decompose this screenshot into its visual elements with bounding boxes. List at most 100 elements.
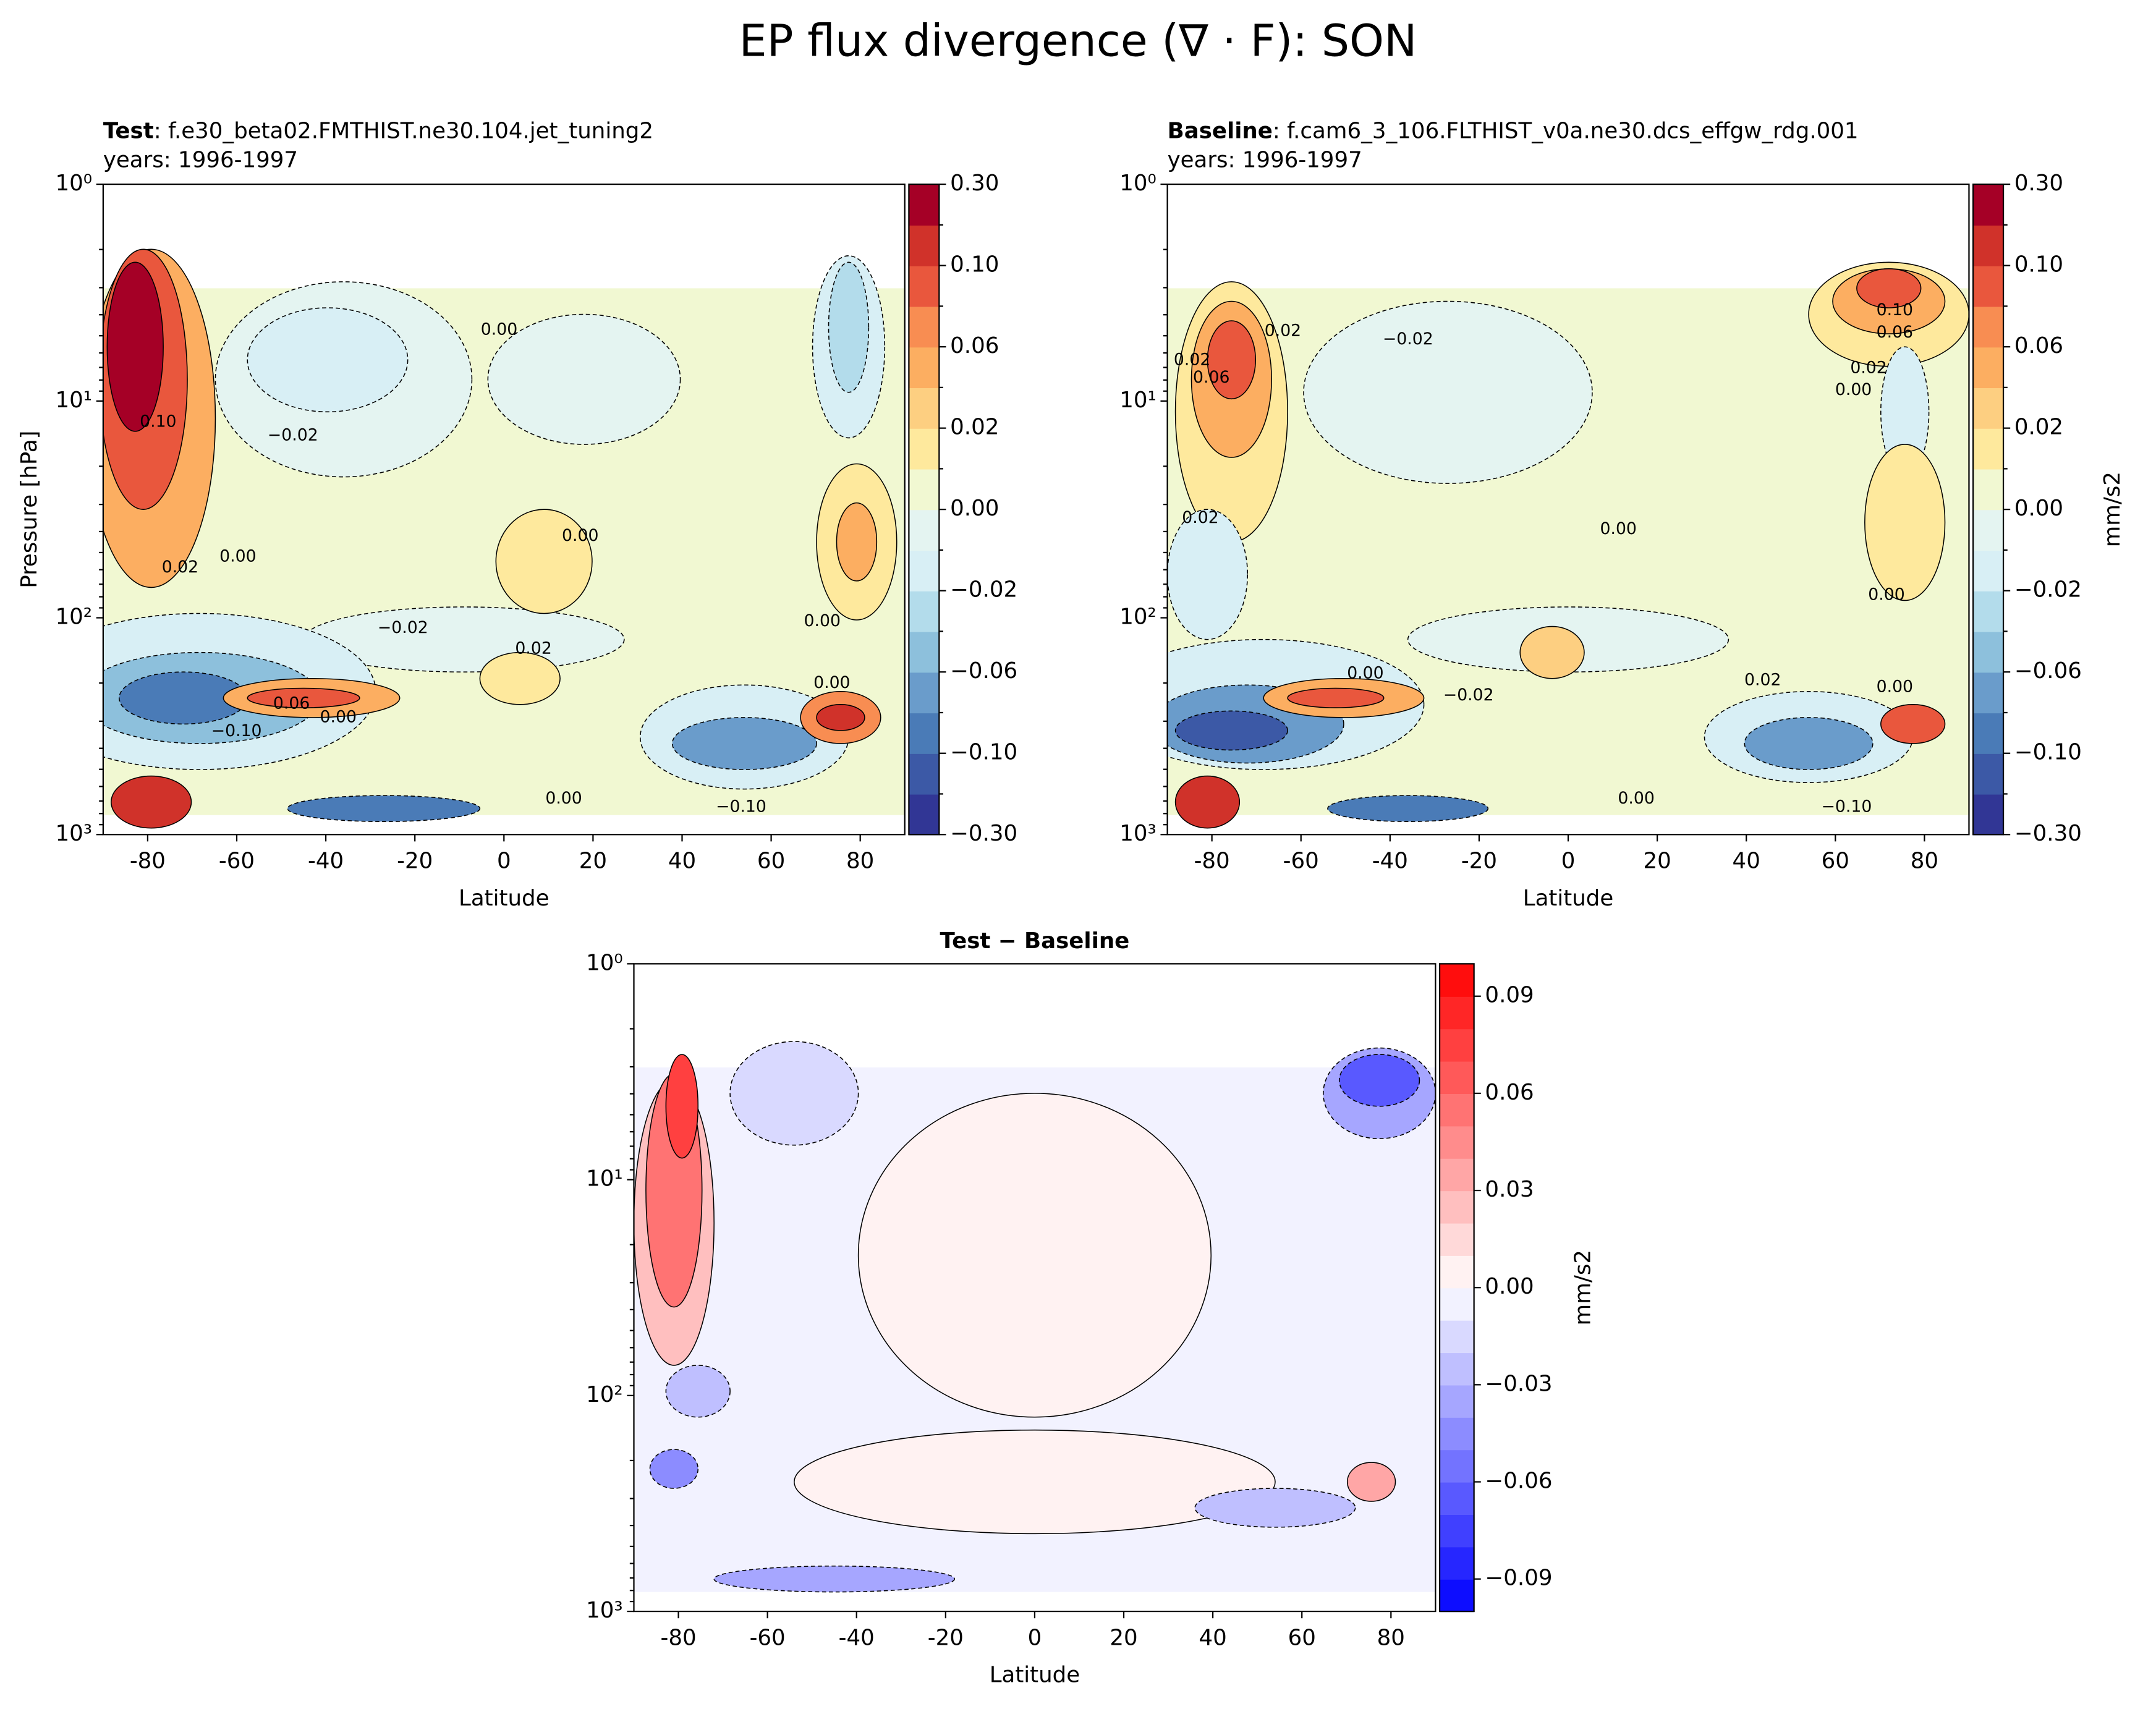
contour-line bbox=[671, 717, 817, 770]
contour-label: 0.00 bbox=[804, 611, 841, 630]
contour-label: 0.00 bbox=[1618, 789, 1654, 808]
contour-label: −0.02 bbox=[1443, 685, 1494, 705]
contour-line bbox=[857, 1093, 1212, 1418]
contour-region bbox=[303, 606, 624, 672]
x-tick-label: 20 bbox=[579, 849, 607, 874]
colorbar-tick-label: 0.06 bbox=[950, 333, 999, 358]
contour-line bbox=[1167, 509, 1249, 640]
contour-line bbox=[247, 307, 409, 413]
contour-region bbox=[480, 652, 561, 705]
contour-line bbox=[1346, 1462, 1396, 1502]
x-tick-label: 40 bbox=[1733, 849, 1760, 874]
colorbar-band bbox=[1973, 469, 2004, 511]
colorbar-band bbox=[1440, 1320, 1474, 1354]
contour-region bbox=[107, 262, 164, 431]
y-tick-label: 10³ bbox=[1119, 821, 1157, 846]
contour-region bbox=[1339, 1054, 1420, 1106]
contour-line bbox=[729, 1041, 859, 1146]
contour-label: 0.06 bbox=[1877, 323, 1913, 342]
contour-label: −0.02 bbox=[268, 426, 318, 445]
contour-line bbox=[495, 509, 593, 614]
colorbar-band bbox=[1440, 1061, 1474, 1095]
contour-label: 0.00 bbox=[219, 546, 256, 566]
contour-line bbox=[1287, 687, 1385, 708]
colorbar-tick-label: 0.06 bbox=[2014, 333, 2063, 358]
contour-line bbox=[287, 795, 481, 822]
contour-line bbox=[1207, 320, 1257, 400]
colorbar-tick-label: −0.10 bbox=[950, 740, 1017, 765]
contour-line bbox=[1303, 300, 1593, 484]
contour-line bbox=[649, 1449, 699, 1489]
panel-subtitle: years: 1996-1997 bbox=[1168, 147, 1362, 172]
panel-case-name: : f.cam6_3_106.FLTHIST_v0a.ne30.dcs_effg… bbox=[1273, 119, 1859, 144]
x-tick-label: -60 bbox=[1283, 849, 1319, 874]
contour-label: 0.00 bbox=[1835, 380, 1872, 399]
contour-label: 0.02 bbox=[1850, 358, 1886, 378]
x-tick-label: 80 bbox=[846, 849, 874, 874]
contour-region bbox=[1327, 795, 1488, 822]
contour-region bbox=[794, 1430, 1275, 1534]
colorbar-band bbox=[1973, 509, 2004, 551]
contour-region bbox=[1347, 1462, 1396, 1501]
colorbar-band bbox=[1440, 1093, 1474, 1127]
x-tick-label: 20 bbox=[1643, 849, 1671, 874]
contour-line bbox=[247, 687, 360, 708]
contour-region bbox=[496, 509, 592, 614]
x-tick-label: -40 bbox=[1372, 849, 1408, 874]
contour-line bbox=[816, 704, 865, 731]
colorbar-band bbox=[1973, 549, 2004, 592]
colorbar-band bbox=[909, 712, 940, 754]
contour-line bbox=[1327, 795, 1489, 822]
colorbar-tick-label: −0.06 bbox=[1485, 1469, 1552, 1494]
contour-label: −0.02 bbox=[1383, 329, 1433, 349]
y-tick-label: 10⁰ bbox=[586, 950, 623, 975]
contour-region bbox=[1288, 688, 1384, 708]
colorbar-tick-label: 0.03 bbox=[1485, 1177, 1534, 1202]
colorbar-tick-label: 0.00 bbox=[950, 496, 999, 521]
contour-region bbox=[666, 1054, 698, 1158]
panel-title: Baseline: f.cam6_3_106.FLTHIST_v0a.ne30.… bbox=[1168, 119, 1859, 144]
x-tick-label: -80 bbox=[130, 849, 166, 874]
colorbar-band bbox=[1440, 1126, 1474, 1159]
contour-line bbox=[1263, 677, 1425, 718]
x-axis-label: Latitude bbox=[990, 1663, 1080, 1688]
colorbar-band bbox=[1973, 590, 2004, 632]
contour-line bbox=[1856, 268, 1922, 308]
colorbar-band bbox=[1440, 1028, 1474, 1062]
contour-line bbox=[800, 690, 881, 744]
x-tick-label: 0 bbox=[1028, 1626, 1042, 1651]
contour-region bbox=[1207, 321, 1256, 399]
x-tick-label: -60 bbox=[219, 849, 255, 874]
contour-region bbox=[858, 1093, 1212, 1417]
colorbar-band bbox=[909, 428, 940, 470]
colorbar-tick-label: 0.02 bbox=[2014, 415, 2063, 440]
contour-field bbox=[103, 248, 905, 829]
contour-label: 0.00 bbox=[481, 320, 517, 339]
colorbar-tick-label: −0.30 bbox=[950, 821, 1017, 846]
x-tick-label: 0 bbox=[1561, 849, 1576, 874]
contour-region bbox=[287, 795, 480, 822]
contour-region bbox=[817, 704, 865, 731]
contour-region bbox=[672, 717, 817, 770]
y-tick-label: 10¹ bbox=[1119, 388, 1157, 413]
contour-line bbox=[816, 463, 898, 621]
x-tick-label: -80 bbox=[1194, 849, 1230, 874]
contour-label: −0.10 bbox=[211, 721, 262, 740]
colorbar-band bbox=[1973, 347, 2004, 388]
colorbar-band bbox=[1440, 1579, 1474, 1613]
contour-line bbox=[106, 261, 164, 432]
colorbar-tick-label: −0.02 bbox=[2014, 577, 2082, 603]
x-tick-label: -40 bbox=[308, 849, 344, 874]
contour-line bbox=[1880, 704, 1946, 744]
panel-case-name: : f.e30_beta02.FMTHIST.ne30.104.jet_tuni… bbox=[154, 119, 653, 144]
contour-region bbox=[111, 776, 192, 828]
contour-line bbox=[713, 1565, 956, 1593]
x-tick-label: -20 bbox=[928, 1626, 964, 1651]
colorbar-band bbox=[909, 509, 940, 551]
colorbar-band bbox=[1440, 1158, 1474, 1192]
panel-case: Test bbox=[103, 119, 154, 144]
x-tick-label: -60 bbox=[750, 1626, 786, 1651]
contour-line bbox=[1174, 775, 1241, 829]
colorbar-tick-label: −0.06 bbox=[950, 658, 1017, 684]
contour-region bbox=[1175, 776, 1240, 828]
